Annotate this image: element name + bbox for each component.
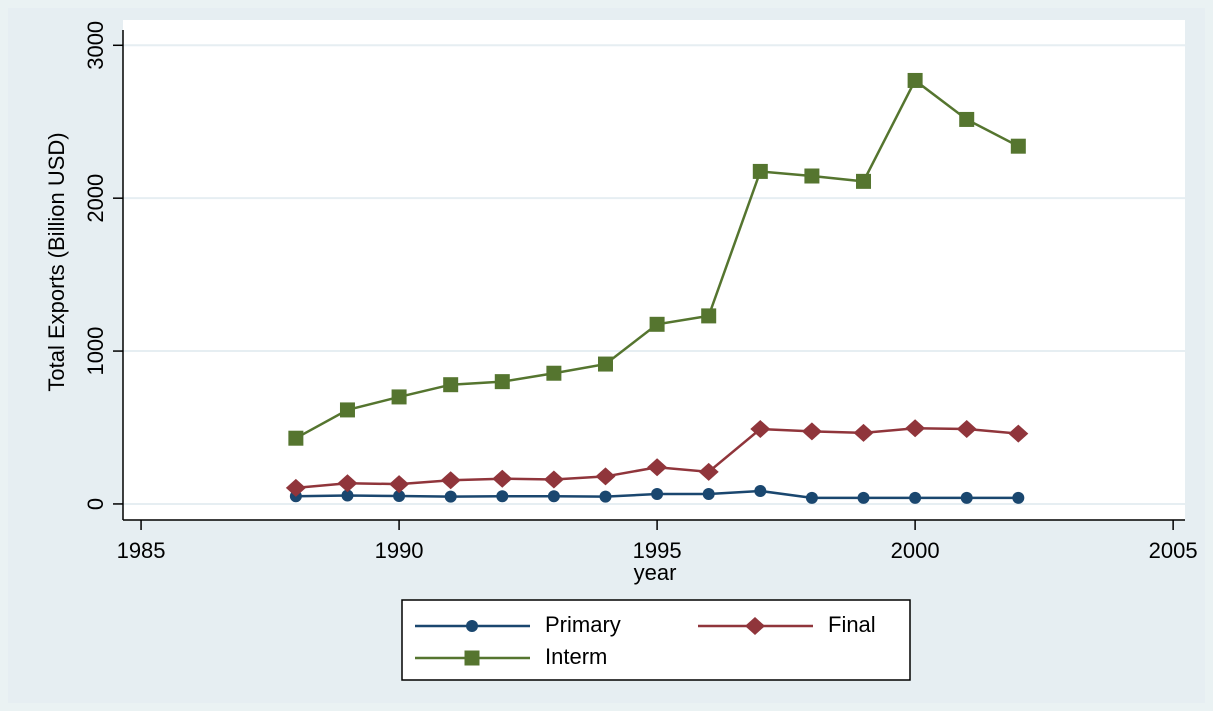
marker [443,377,459,393]
x-tick-label: 1990 [375,538,424,563]
marker [754,484,767,497]
marker [651,488,664,501]
marker [389,475,410,494]
marker [698,462,719,481]
x-tick-label: 1985 [117,538,166,563]
marker [909,491,922,504]
marker [701,308,717,324]
marker [752,163,768,179]
marker [288,430,304,446]
marker [599,490,612,503]
marker [595,467,616,486]
plot-area [123,20,1185,520]
marker [956,420,977,439]
legend-label: Final [828,612,876,637]
marker [547,490,560,503]
marker [750,420,771,439]
x-axis-title: year [634,560,677,585]
x-tick-label: 2005 [1149,538,1198,563]
marker [341,489,354,502]
y-axis-title: Total Exports (Billion USD) [44,132,69,391]
y-tick-label: 3000 [83,21,108,70]
marker [857,491,870,504]
legend [401,599,911,681]
y-tick-label: 2000 [83,174,108,223]
marker [543,470,564,489]
marker [907,72,923,88]
marker [597,356,613,372]
y-tick-label: 1000 [83,327,108,376]
marker [856,173,872,189]
marker [466,620,478,632]
marker [745,617,765,635]
marker [391,389,407,405]
marker [702,488,715,501]
marker [393,489,406,502]
legend-label: Primary [545,612,621,637]
marker [649,316,665,332]
marker [444,490,457,503]
x-tick-label: 2000 [891,538,940,563]
x-tick-label: 1995 [633,538,682,563]
marker [492,469,513,488]
marker [339,402,355,418]
marker [1010,138,1026,154]
marker [337,474,358,493]
marker [1008,424,1029,443]
marker [496,490,509,503]
marker [285,478,306,497]
marker [464,650,480,666]
marker [804,168,820,184]
marker [647,458,668,477]
legend-label: Interm [545,644,607,669]
marker [546,365,562,381]
marker [853,423,874,442]
marker [959,111,975,127]
marker [805,491,818,504]
marker [1012,491,1025,504]
marker [494,374,510,390]
marker [440,471,461,490]
marker [960,491,973,504]
marker [905,419,926,438]
y-tick-label: 0 [83,498,108,510]
marker [801,422,822,441]
